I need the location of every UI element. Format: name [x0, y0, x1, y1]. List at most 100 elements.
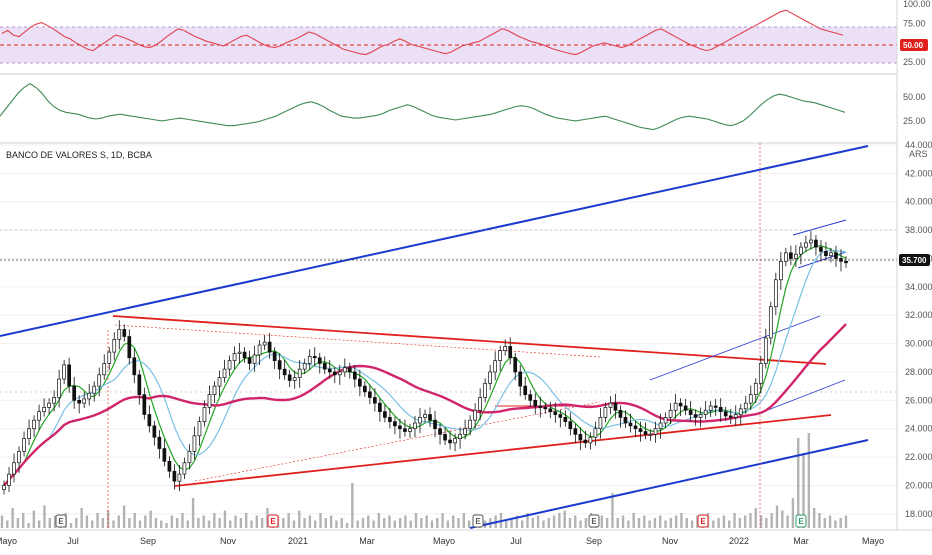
- candle-body: [162, 448, 167, 462]
- candle-body: [237, 351, 242, 354]
- candle-body: [668, 409, 673, 418]
- price-tick-label: 34.000: [905, 282, 932, 292]
- volume-bar: [37, 520, 41, 528]
- rsi-line: [1, 9, 844, 56]
- candle-body: [332, 371, 337, 376]
- trend-guide: [194, 401, 601, 482]
- rsi-tick-label: 75.00: [903, 18, 926, 28]
- candle-body: [543, 407, 548, 410]
- candle-body: [388, 417, 392, 422]
- earnings-marker: [588, 514, 600, 528]
- candle-body: [337, 371, 342, 376]
- candle-body: [753, 382, 758, 396]
- price-pane[interactable]: E E E E E E BANCO DE VALORES S, 1D, BCBA: [0, 143, 897, 529]
- volume-bar: [409, 520, 412, 528]
- volume-bar: [69, 523, 73, 528]
- candle-body: [378, 402, 382, 413]
- oscillator-pane[interactable]: [0, 83, 846, 131]
- candle-body: [27, 428, 31, 439]
- candle-body: [453, 438, 457, 444]
- volume-bar: [765, 518, 768, 528]
- volume-bar: [558, 513, 561, 528]
- candle-body: [794, 253, 798, 259]
- candle-body: [137, 374, 142, 396]
- volume-bar: [372, 520, 375, 528]
- candle-body: [683, 405, 688, 411]
- earnings-marker: [55, 514, 67, 528]
- volume-bar: [674, 515, 678, 528]
- volume-bar: [292, 520, 296, 528]
- candle-body: [302, 363, 307, 370]
- volume-bar: [213, 513, 216, 528]
- volume-bar: [754, 508, 757, 528]
- candle-body: [518, 371, 523, 387]
- earnings-marker-label: E: [700, 517, 706, 526]
- candle-body: [593, 428, 598, 438]
- volume-bar: [303, 518, 306, 528]
- volume-bar: [170, 515, 174, 528]
- volume-bar: [632, 513, 635, 528]
- volume-bar: [414, 513, 418, 528]
- volume-bar: [659, 515, 662, 528]
- rsi-badge-text: 50.00: [903, 41, 924, 50]
- candle-body: [57, 378, 61, 398]
- candle-body: [22, 438, 26, 452]
- last-price-badge: 35.700: [899, 254, 930, 266]
- candle-body: [598, 417, 603, 430]
- candle-body: [317, 357, 322, 364]
- time-axis-label: Sep: [140, 536, 156, 546]
- time-axis-label: Nov: [662, 536, 679, 546]
- volume-bar: [436, 518, 439, 528]
- volume-bar: [611, 493, 614, 528]
- volume-bar: [759, 515, 763, 528]
- candle-body: [122, 329, 127, 337]
- trend-guide: [754, 379, 846, 416]
- volume-bar: [648, 520, 651, 528]
- candle-body: [628, 422, 633, 427]
- volume-bar: [462, 513, 466, 528]
- volume-bar: [101, 518, 105, 528]
- candle-body: [458, 434, 462, 439]
- volume-bar: [712, 520, 715, 528]
- earnings-marker: [472, 514, 484, 528]
- chart-title: BANCO DE VALORES S, 1D, BCBA: [6, 150, 152, 160]
- candle-body: [643, 431, 648, 435]
- candle-body: [403, 428, 407, 432]
- volume-bar: [579, 520, 582, 528]
- volume-bar: [16, 518, 20, 528]
- volume-bar: [298, 510, 301, 528]
- price-tick-label: 32.000: [905, 310, 932, 320]
- volume-bar: [329, 515, 333, 528]
- candle-body: [232, 353, 237, 361]
- candle-body: [167, 460, 172, 472]
- volume-bar: [536, 515, 540, 528]
- candle-body: [117, 329, 122, 340]
- rsi-pane[interactable]: [0, 9, 897, 64]
- volume-bar: [643, 515, 646, 528]
- candle-body: [272, 351, 277, 361]
- volume-bar: [627, 520, 630, 528]
- candle-body: [352, 371, 357, 380]
- volume-bar: [27, 523, 30, 528]
- candle-body: [613, 402, 618, 411]
- volume-bar: [287, 513, 290, 528]
- candle-body: [32, 419, 36, 430]
- volume-bar: [653, 518, 657, 528]
- volume-bar: [96, 513, 99, 528]
- candle-body: [804, 242, 808, 248]
- candle-body: [648, 434, 653, 436]
- volume-bar: [605, 518, 609, 528]
- candle-body: [834, 252, 838, 259]
- candle-body: [92, 385, 97, 394]
- volume-bar: [823, 518, 826, 528]
- time-axis-label: Mayo: [0, 536, 17, 546]
- volume-bar: [738, 518, 742, 528]
- trend-guide: [649, 315, 821, 381]
- candle-body: [152, 425, 157, 438]
- price-tick-label: 20.000: [905, 480, 932, 490]
- time-axis-label: Jul: [67, 536, 79, 546]
- candle-body: [558, 414, 563, 418]
- candle-body: [563, 417, 568, 422]
